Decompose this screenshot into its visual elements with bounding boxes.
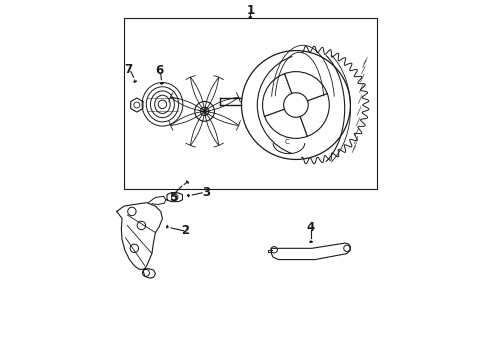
Text: 4: 4 (307, 221, 315, 234)
Text: 2: 2 (181, 224, 189, 237)
Text: 3: 3 (202, 186, 210, 199)
Text: C: C (285, 139, 290, 145)
Text: 6: 6 (155, 64, 163, 77)
Text: 7: 7 (124, 63, 132, 76)
Text: 5: 5 (169, 191, 177, 204)
Bar (124, 18, 377, 189)
Text: 1: 1 (246, 4, 254, 17)
